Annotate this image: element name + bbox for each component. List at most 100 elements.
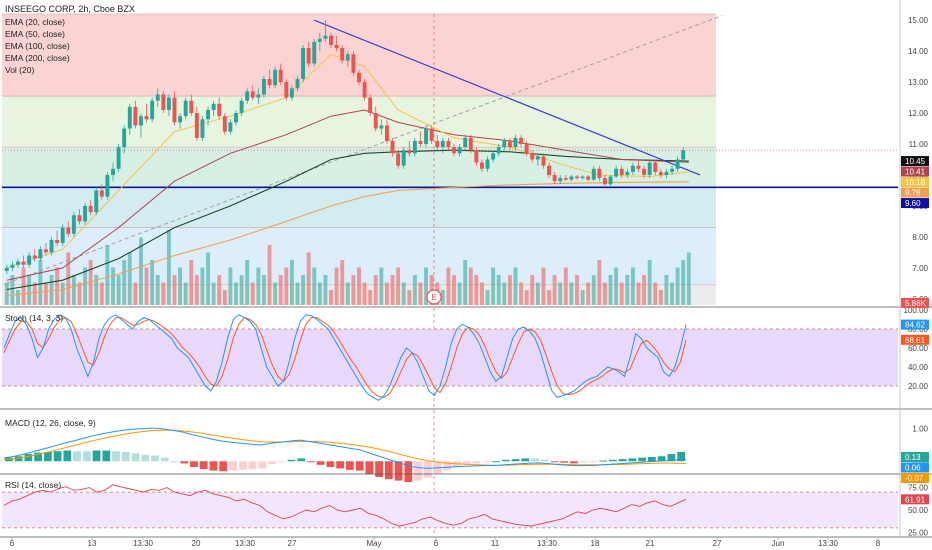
candle[interactable] [502, 137, 507, 151]
candle[interactable] [602, 174, 607, 188]
candle[interactable] [144, 103, 149, 123]
candle[interactable] [463, 134, 468, 151]
candle[interactable] [468, 134, 473, 154]
diagonal-dashed-line[interactable] [6, 15, 723, 284]
candle[interactable] [278, 63, 283, 86]
candle[interactable] [217, 97, 222, 120]
candle[interactable] [32, 249, 37, 262]
candle[interactable] [161, 91, 166, 114]
candle[interactable] [513, 134, 518, 151]
candle[interactable] [630, 162, 635, 175]
candle[interactable] [530, 150, 535, 163]
candle[interactable] [267, 69, 272, 89]
candle[interactable] [474, 147, 479, 166]
candle[interactable] [200, 116, 205, 141]
candle[interactable] [379, 119, 384, 135]
candle[interactable] [575, 174, 579, 180]
candle[interactable] [373, 106, 378, 132]
candle[interactable] [435, 134, 440, 151]
candle[interactable] [194, 106, 199, 141]
candle[interactable] [552, 171, 557, 185]
candle[interactable] [345, 51, 350, 67]
candle[interactable] [172, 91, 177, 126]
candle[interactable] [547, 162, 551, 179]
candle[interactable] [133, 100, 138, 129]
candle[interactable] [71, 212, 76, 237]
candle[interactable] [27, 252, 32, 268]
candle[interactable] [105, 171, 110, 200]
candle[interactable] [228, 119, 233, 135]
candle[interactable] [535, 153, 540, 166]
candle[interactable] [239, 97, 244, 117]
candle[interactable] [16, 258, 20, 268]
earnings-event-marker[interactable]: E [426, 289, 442, 305]
candle[interactable] [362, 79, 367, 101]
candle[interactable] [507, 137, 512, 151]
time-axis[interactable]: 6 13 13:30 20 13:30 27 May 6 11 13:30 18 21 27 Jun 13:… [10, 537, 881, 548]
candle[interactable] [384, 119, 389, 145]
candle[interactable] [586, 174, 591, 182]
candle[interactable] [306, 41, 311, 67]
price-pane[interactable] [2, 13, 898, 535]
candle[interactable] [211, 100, 216, 117]
candle[interactable] [658, 168, 663, 179]
candle[interactable] [189, 94, 194, 117]
candle[interactable] [4, 264, 9, 275]
candle[interactable] [452, 144, 456, 157]
candle[interactable] [418, 131, 423, 148]
candle[interactable] [329, 32, 333, 49]
candle[interactable] [250, 85, 255, 101]
candle[interactable] [457, 144, 462, 157]
candle[interactable] [10, 261, 15, 271]
candle[interactable] [183, 97, 188, 120]
candle[interactable] [60, 224, 65, 247]
candle[interactable] [496, 144, 501, 157]
candle[interactable] [563, 174, 568, 182]
candle[interactable] [608, 174, 613, 188]
candle[interactable] [99, 184, 104, 200]
candle[interactable] [312, 38, 317, 67]
candle[interactable] [569, 174, 574, 182]
candle[interactable] [178, 113, 183, 129]
candle[interactable] [301, 44, 306, 83]
candle[interactable] [429, 125, 434, 145]
candle[interactable] [591, 165, 596, 182]
candle[interactable] [614, 165, 619, 179]
macd-pane[interactable] [3, 427, 687, 483]
candle[interactable] [261, 75, 266, 98]
candle[interactable] [440, 137, 445, 154]
candle[interactable] [77, 209, 82, 225]
candle[interactable] [396, 150, 401, 169]
candle[interactable] [407, 140, 412, 157]
candle[interactable] [334, 35, 339, 52]
candle[interactable] [401, 147, 406, 169]
candle[interactable] [116, 144, 121, 172]
legend-symbol[interactable]: INSEEGO CORP, 2h, Cboe BZX [5, 4, 135, 14]
candle[interactable] [647, 159, 652, 179]
candle[interactable] [642, 165, 647, 179]
candle[interactable] [485, 156, 490, 172]
price-axis[interactable]: 6.007.008.009.0010.0011.0012.0013.0014.0… [0, 0, 932, 538]
candle[interactable] [289, 85, 294, 101]
candle[interactable] [424, 125, 429, 148]
candle[interactable] [256, 88, 261, 104]
candle[interactable] [127, 103, 132, 135]
candle[interactable] [88, 199, 93, 216]
candle[interactable] [597, 165, 602, 182]
candle[interactable] [480, 159, 484, 172]
candle[interactable] [150, 97, 155, 123]
candle[interactable] [357, 69, 361, 86]
candle[interactable] [139, 113, 143, 138]
candle[interactable] [368, 94, 373, 117]
candle[interactable] [66, 221, 71, 237]
candle[interactable] [625, 168, 630, 179]
candle[interactable] [519, 134, 524, 148]
candle[interactable] [636, 159, 641, 172]
candle[interactable] [681, 147, 686, 163]
candle[interactable] [94, 187, 99, 216]
candle[interactable] [541, 153, 546, 169]
candle[interactable] [619, 165, 624, 179]
candle[interactable] [111, 162, 115, 182]
candle[interactable] [222, 113, 227, 135]
stoch-pane[interactable] [2, 314, 898, 401]
